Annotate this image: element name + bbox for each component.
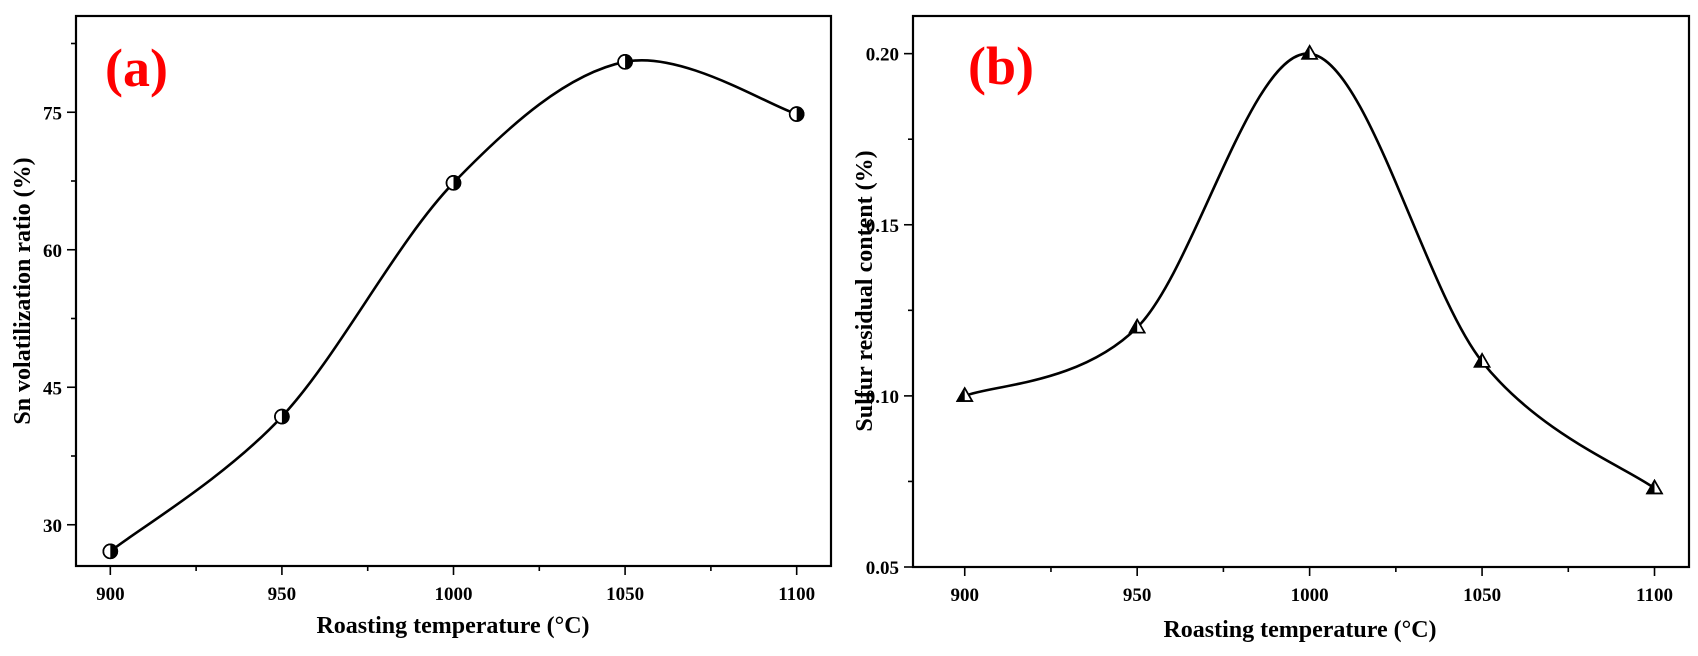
data-point: [788, 106, 805, 122]
data-point: [1645, 478, 1664, 495]
y-tick-label: 60: [43, 241, 62, 262]
x-axis-title-b: Roasting temperature (°C): [1163, 617, 1436, 643]
x-tick-label: 1100: [1636, 585, 1673, 606]
data-point: [1128, 318, 1147, 334]
x-axis-title-a: Roasting temperature (°C): [316, 613, 589, 639]
plot-frame-a: [74, 14, 833, 568]
x-tick-label: 1050: [1463, 585, 1501, 606]
y-tick-label: 0.15: [866, 216, 899, 237]
series-line-a: [109, 59, 798, 553]
x-tick-label: 950: [1123, 585, 1152, 606]
x-tick-label: 950: [268, 584, 297, 605]
y-tick-label: 0.20: [866, 45, 899, 66]
x-tick-label: 1050: [606, 584, 644, 605]
y-tick-label: 45: [43, 378, 62, 399]
data-point: [274, 408, 290, 425]
data-point: [955, 386, 974, 402]
data-point: [617, 54, 633, 70]
y-axis-title-b: Sulfur residual content (%): [852, 150, 878, 431]
data-point: [1300, 44, 1319, 60]
y-tick-label: 30: [43, 516, 62, 537]
data-point: [1473, 352, 1491, 368]
x-tick-label: 900: [96, 584, 125, 605]
y-axis-title-a: Sn volatilization ratio (%): [10, 157, 36, 424]
tick-labels-b: 900 950 1000 1050 1100 0.05 0.10 0.15 0.20: [866, 45, 1673, 606]
panel-label-a: (a): [105, 38, 168, 98]
x-tick-label: 1000: [435, 584, 473, 605]
data-markers-a: [102, 54, 805, 560]
chart-panel-a: 900 950 1000 1050 1100 30 45 60 75 (a) Roasting …: [10, 14, 833, 639]
tick-labels-a: 900 950 1000 1050 1100 30 45 60 75: [43, 103, 815, 605]
y-tick-label: 0.05: [866, 558, 899, 579]
axis-ticks-b: [904, 52, 1656, 576]
series-line-b: [964, 52, 1656, 490]
y-tick-label: 75: [43, 103, 62, 124]
x-tick-label: 1100: [778, 584, 815, 605]
plot-frame-b: [911, 14, 1691, 569]
x-tick-label: 1000: [1291, 585, 1329, 606]
y-tick-label: 0.10: [866, 387, 899, 408]
chart-panel-b: 900 950 1000 1050 1100 0.05 0.10 0.15 0.20 (b) R…: [852, 14, 1691, 643]
axis-ticks-a: [67, 42, 798, 575]
data-point: [445, 175, 462, 191]
panel-label-b: (b): [968, 36, 1034, 96]
x-tick-label: 900: [950, 585, 979, 606]
data-markers-b: [955, 44, 1664, 495]
data-point: [102, 543, 119, 560]
